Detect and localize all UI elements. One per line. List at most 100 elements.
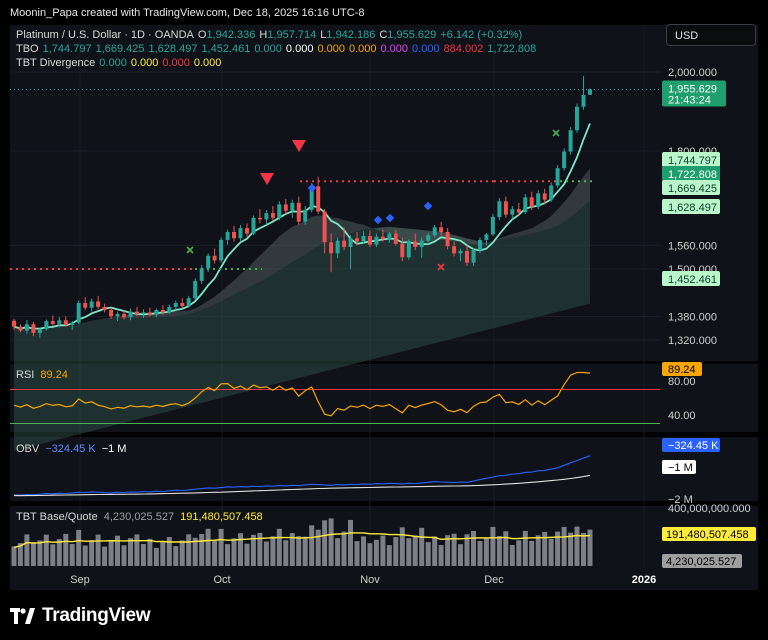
indicator-price-tag-label: 1,722.808 — [668, 169, 717, 181]
divergence-diamond — [423, 201, 433, 211]
candle-body — [445, 232, 450, 247]
volume-bar — [121, 545, 127, 566]
candle-body — [109, 310, 114, 317]
candle-body — [393, 233, 398, 244]
volume-bar — [354, 541, 360, 566]
volume-bar — [315, 529, 321, 566]
volume-bar — [477, 541, 483, 566]
volume-bar — [471, 531, 476, 566]
last-price-value: 1,955.629 — [668, 83, 717, 95]
candle-body — [102, 306, 107, 311]
candle-body — [238, 228, 243, 239]
candle-body — [31, 324, 36, 333]
volume-bar — [50, 544, 56, 566]
candle-body — [581, 94, 586, 107]
volume-bar — [529, 540, 535, 566]
candle-body — [50, 321, 55, 324]
candle-body — [497, 201, 502, 218]
tradingview-logo-icon — [10, 608, 35, 624]
volume-bar — [386, 545, 392, 566]
sell-signal-triangle — [260, 173, 274, 185]
candle-body — [588, 89, 592, 95]
rsi-axis-tick: 80.00 — [668, 376, 696, 388]
rsi-axis-tick: 40.00 — [668, 410, 696, 422]
candle-body — [206, 255, 211, 269]
candle-body — [426, 235, 431, 241]
volume-bar — [412, 535, 418, 566]
indicator-price-tag-label: 1,452.461 — [668, 274, 717, 286]
candle-body — [348, 238, 353, 247]
indicator-price-tag — [662, 180, 720, 195]
volume-bar — [322, 520, 328, 566]
volume-bar — [140, 544, 146, 566]
volume-bar — [535, 535, 541, 566]
volume-bar — [82, 545, 88, 566]
obv-name: OBV — [16, 443, 40, 455]
candle-body — [303, 209, 308, 222]
indicator-value: 1,669.425 — [96, 43, 145, 55]
volume-ma-line — [13, 532, 591, 549]
volume-bar — [95, 534, 101, 566]
volume-bar — [63, 533, 69, 566]
volume-bar — [289, 533, 295, 566]
candle-body — [57, 320, 62, 324]
candle-body — [329, 242, 334, 254]
volume-bar — [451, 533, 457, 566]
volume-bar — [173, 546, 179, 566]
candle-body — [18, 326, 23, 331]
currency-selector[interactable]: USD — [666, 24, 756, 46]
change-value: +6.142 (+0.32%) — [440, 29, 522, 41]
volume-bar — [218, 528, 224, 566]
candle-body — [96, 301, 101, 307]
rsi-legend: RSI 89.24 — [16, 369, 68, 381]
candle-body — [122, 314, 126, 318]
volume-bar — [134, 534, 140, 566]
volume-bar — [458, 544, 463, 566]
volume-bar — [166, 537, 172, 566]
symbol-legend: Platinum / U.S. Dollar · 1D · OANDA O1,94… — [16, 29, 522, 41]
candle-body — [322, 211, 327, 243]
indicator-value: 0.000 — [286, 43, 314, 55]
time-axis-label: Sep — [70, 574, 90, 586]
indicator-value: 0.000 — [194, 57, 222, 69]
volume-bar — [102, 546, 108, 566]
indicator-value: 0.000 — [412, 43, 440, 55]
volume-bar — [496, 536, 502, 566]
candle-body — [83, 303, 88, 308]
volume-bar — [432, 536, 438, 566]
candle-body — [141, 312, 146, 314]
candle-body — [24, 324, 29, 331]
candle-body — [251, 217, 256, 234]
indicator-value: 1,744.797 — [43, 43, 92, 55]
price-axis-tick: 1,320.000 — [668, 335, 717, 347]
obv-value-2: −1 M — [102, 443, 127, 455]
tradingview-logo[interactable]: TradingView — [10, 604, 151, 628]
volume-bar — [425, 542, 431, 566]
low-label: L — [320, 29, 326, 41]
candle-body — [367, 236, 372, 245]
sell-signal-cross — [437, 263, 445, 271]
candle-body — [309, 186, 314, 210]
volume-bar — [212, 540, 218, 566]
volume-bar — [192, 537, 198, 566]
obv-value-1: −324.45 K — [45, 443, 96, 455]
candle-body — [439, 227, 444, 232]
volume-bar — [225, 544, 230, 566]
obv-legend: OBV −324.45 K −1 M — [16, 443, 126, 455]
volume-bar — [115, 535, 120, 566]
candle-body — [232, 232, 236, 239]
volume-bar — [341, 531, 347, 566]
volume-bar — [296, 536, 302, 566]
candle-body — [63, 320, 68, 325]
volume-bar — [522, 530, 528, 566]
time-axis-label: Nov — [360, 574, 380, 586]
volume-bar — [581, 532, 586, 566]
obv-signal-tag-label: −1 M — [668, 462, 693, 474]
indicator-value: 884.002 — [444, 43, 484, 55]
candle-body — [89, 301, 94, 308]
volume-bar — [108, 539, 114, 566]
candle-body — [400, 243, 405, 258]
volume-bar — [160, 542, 166, 566]
candle-body — [529, 197, 534, 207]
